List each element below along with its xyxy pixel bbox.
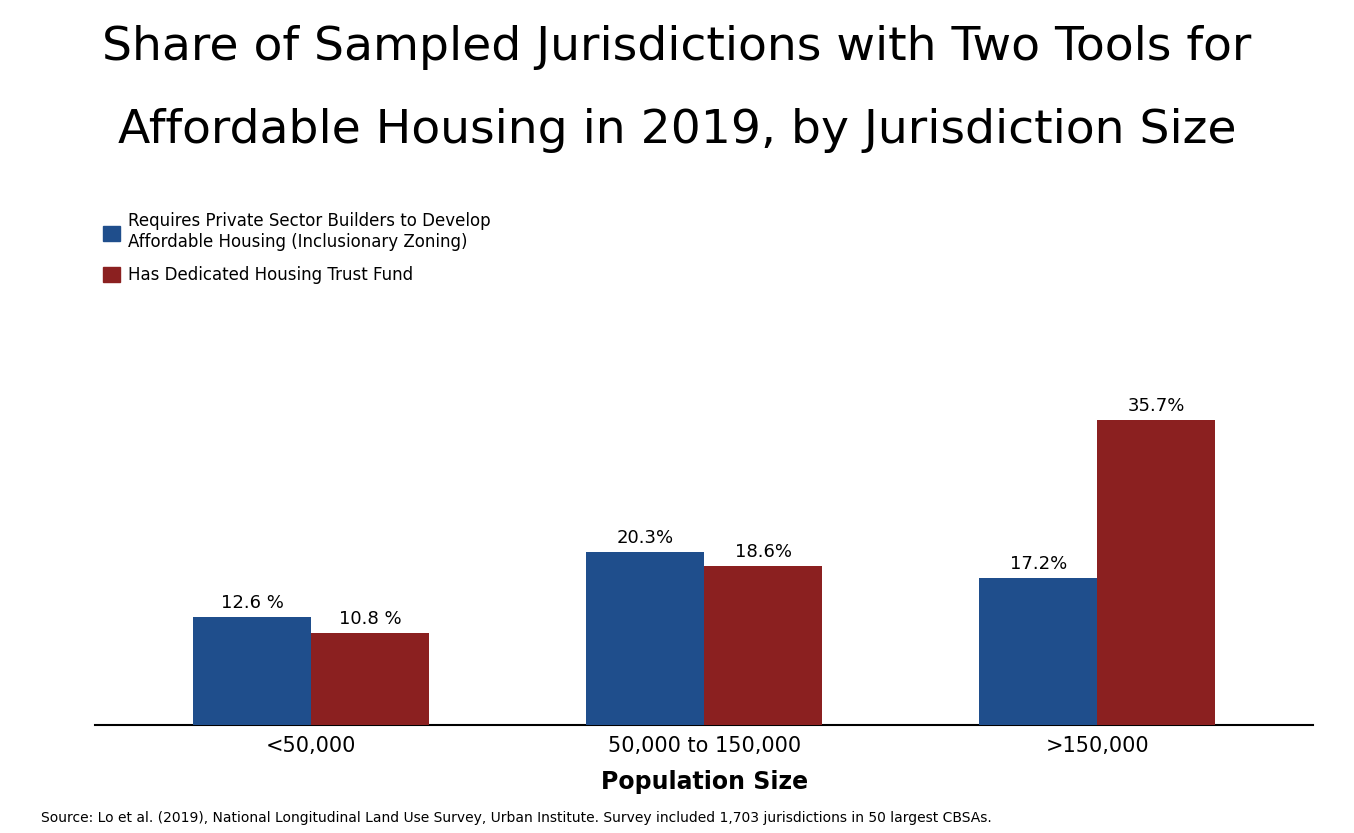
Text: Share of Sampled Jurisdictions with Two Tools for: Share of Sampled Jurisdictions with Two … [103, 25, 1251, 70]
X-axis label: Population Size: Population Size [601, 770, 807, 794]
Text: Affordable Housing in 2019, by Jurisdiction Size: Affordable Housing in 2019, by Jurisdict… [118, 108, 1236, 153]
Bar [1097, 421, 1215, 725]
Bar [979, 578, 1097, 725]
Bar [311, 632, 429, 725]
Bar [194, 617, 311, 725]
Bar [704, 566, 822, 725]
Text: 20.3%: 20.3% [616, 529, 674, 546]
Text: Source: Lo et al. (2019), National Longitudinal Land Use Survey, Urban Institute: Source: Lo et al. (2019), National Longi… [41, 811, 991, 825]
Text: 17.2%: 17.2% [1010, 555, 1067, 573]
Text: 12.6 %: 12.6 % [221, 594, 283, 612]
Text: 18.6%: 18.6% [734, 543, 792, 561]
Legend: Requires Private Sector Builders to Develop
Affordable Housing (Inclusionary Zon: Requires Private Sector Builders to Deve… [103, 212, 490, 284]
Text: 10.8 %: 10.8 % [338, 610, 401, 627]
Text: 35.7%: 35.7% [1128, 397, 1185, 416]
Bar [586, 551, 704, 725]
